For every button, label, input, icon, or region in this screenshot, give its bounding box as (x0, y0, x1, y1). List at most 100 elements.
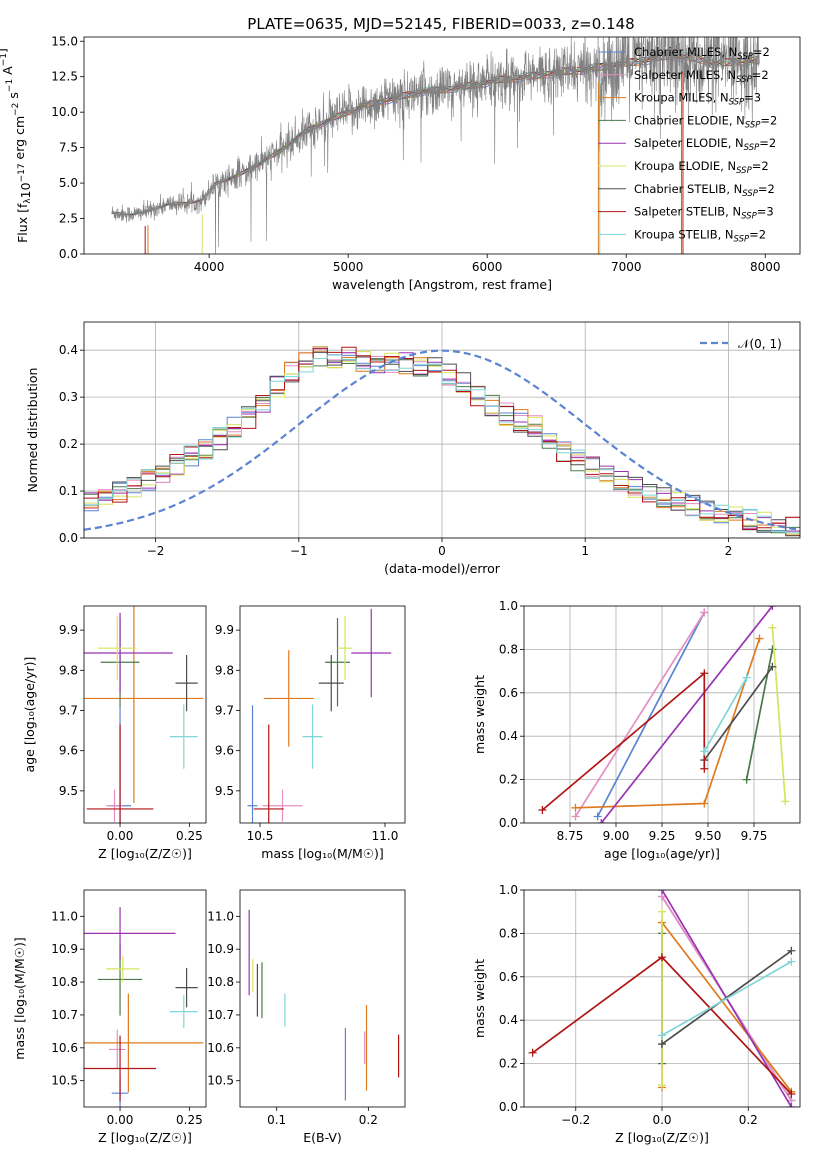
y-tick-label: 0.4 (59, 343, 78, 357)
legend-label: Chabrier MILES, NSSP=2 (634, 45, 770, 62)
axes-frame (239, 605, 406, 824)
x-tick-label: 8.75 (557, 829, 584, 843)
grid (84, 322, 800, 538)
y-tick-label: 9.9 (215, 623, 234, 637)
y-axis-label: Flux [fλ10−17 erg cm−2 s−1 A−1] (0, 48, 33, 243)
weight-point-marker (658, 1040, 666, 1049)
legend-label-eq: =2 (758, 182, 775, 196)
y-axis-label-part: −2 (11, 103, 21, 116)
legend-label-sub: SSP (734, 234, 750, 244)
x-tick-label: 11.0 (372, 829, 399, 843)
plot-area (84, 606, 204, 823)
weight-series-line (600, 606, 774, 823)
plot-area (248, 909, 400, 1101)
weight-series-line (661, 950, 792, 1045)
y-tick-label: 0.2 (499, 773, 518, 787)
y-tick-label: 9.5 (59, 784, 78, 798)
legend-label: Salpeter MILES, NSSP=2 (634, 68, 769, 85)
x-tick-label: 7000 (611, 260, 642, 274)
legend-label-sub: SSP (744, 143, 760, 153)
weight-point-marker (658, 953, 666, 962)
x-tick-label: 0.00 (107, 829, 134, 843)
weight-point-marker (700, 608, 709, 617)
weight-series-line (703, 666, 774, 761)
panel-residuals: −2 −1 0 1 2 0.0 0.1 0.2 0.3 0.4 (data-model)/error… (25, 321, 801, 576)
x-tick-label: 0 (438, 544, 446, 558)
panel-mass-vs-Z: 0.00 0.25 10.5 10.6 10.7 10.8 10.9 11.0 Z [log₁₀… (12, 889, 207, 1145)
gaussian-legend-label: 𝒩(0, 1) (738, 337, 782, 351)
weight-point-marker (658, 1031, 666, 1040)
weight-point-marker (571, 803, 580, 812)
weight-series-line (661, 960, 792, 1037)
panel-age-vs-mass: 10.5 11.0 9.5 9.6 9.7 9.8 9.9 mass [log₁₀(M/M☉)… (215, 605, 406, 861)
x-tick-label: 0.25 (176, 1113, 203, 1127)
weight-series-line (771, 627, 787, 802)
y-tick-label: 10.5 (51, 1074, 78, 1088)
y-tick-label: 15.0 (51, 34, 78, 48)
legend-label-eq: =2 (749, 227, 766, 241)
y-axis-label-part: 10 (18, 182, 33, 198)
y-tick-label: 0.8 (499, 926, 518, 940)
plot-area (111, 37, 760, 254)
y-tick-label: 0.6 (499, 970, 518, 984)
y-tick-label: 10.0 (51, 105, 78, 119)
y-tick-label: 10.5 (207, 1074, 234, 1088)
x-axis-label: mass [log₁₀(M/M☉)] (261, 846, 383, 861)
weight-point-marker (787, 946, 796, 955)
y-tick-label: 9.9 (59, 623, 78, 637)
y-tick-label: 10.8 (51, 975, 78, 989)
y-tick-label: 0.3 (59, 390, 78, 404)
x-tick-label: 0.25 (176, 829, 203, 843)
axes-frame (83, 889, 207, 1108)
y-tick-label: 1.0 (499, 599, 518, 613)
x-tick-label: −1 (290, 544, 308, 558)
x-tick-label: 1 (581, 544, 589, 558)
legend-label-eq: =3 (757, 205, 774, 219)
spectrum-legend: Chabrier MILES, NSSP=2 Salpeter MILES, NS… (598, 45, 777, 244)
legend-label-eq: =3 (744, 91, 761, 105)
y-tick-label: 10.7 (207, 1008, 234, 1022)
weight-point-marker (787, 957, 796, 966)
panel-mass-weight-vs-Z: −0.2 0.0 0.2 0.0 0.2 0.4 0.6 0.8 1.0 Z [log₁₀(Z/Z… (472, 883, 801, 1145)
y-tick-label: 0.2 (59, 437, 78, 451)
y-tick-label: 9.7 (59, 703, 78, 717)
weight-point-marker (781, 797, 790, 806)
plot-area (84, 907, 204, 1107)
weight-point-marker (768, 606, 777, 610)
y-tick-label: 0.4 (499, 729, 518, 743)
x-axis-label: (data-model)/error (384, 561, 501, 576)
y-tick-label: 0.4 (499, 1013, 518, 1027)
y-tick-label: 2.5 (59, 212, 78, 226)
legend-label-sub: SSP (741, 212, 757, 222)
weight-point-marker (658, 1081, 666, 1090)
axes-frame (83, 36, 801, 255)
axes-frame (239, 889, 406, 1108)
y-tick-label: 10.6 (51, 1041, 78, 1055)
x-axis-label: Z [log₁₀(Z/Z☉)] (615, 1130, 709, 1145)
weight-series-line (661, 919, 793, 1093)
axes-frame (83, 605, 207, 824)
legend-label-sub: SSP (736, 166, 752, 176)
axes-frame (83, 321, 801, 539)
x-tick-label: 0.2 (359, 1113, 378, 1127)
x-tick-label: 10.5 (247, 829, 274, 843)
y-tick-label: 10.8 (207, 975, 234, 989)
y-tick-label: 10.6 (207, 1041, 234, 1055)
y-axis-label: age [log₁₀(age/yr)] (22, 657, 37, 773)
legend-label: Kroupa MILES, NSSP=3 (634, 91, 761, 108)
legend-label: Chabrier STELIB, NSSP=2 (634, 182, 775, 199)
x-tick-label: 4000 (194, 260, 225, 274)
y-axis-label-part: A (0, 66, 15, 79)
plot-area (247, 608, 392, 823)
x-tick-label: 9.75 (741, 829, 768, 843)
weight-point-marker (768, 645, 777, 654)
legend-label-eq: =2 (752, 68, 769, 82)
gaussian-curve (84, 349, 798, 531)
y-tick-label: 0.8 (499, 642, 518, 656)
weight-point-marker (700, 669, 709, 678)
weight-point-marker (700, 764, 709, 773)
x-tick-label: 2 (725, 544, 733, 558)
weight-point-marker (593, 812, 602, 821)
weight-point-marker (700, 799, 709, 808)
y-tick-label: 10.9 (51, 942, 78, 956)
